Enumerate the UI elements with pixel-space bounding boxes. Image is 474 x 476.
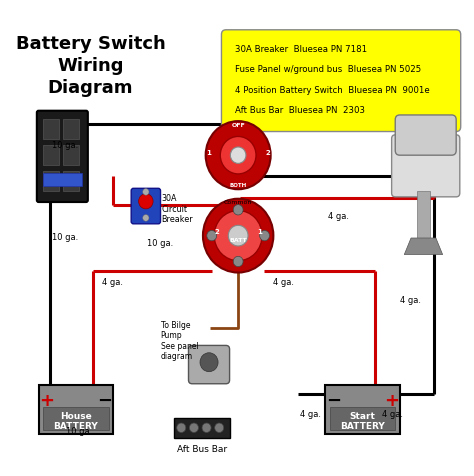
Circle shape — [228, 225, 248, 246]
Text: 10 ga.: 10 ga. — [52, 234, 78, 242]
Text: 4 ga.: 4 ga. — [382, 409, 403, 418]
FancyBboxPatch shape — [395, 115, 456, 155]
Text: 10 ga.: 10 ga. — [52, 141, 78, 150]
Text: OFF: OFF — [231, 123, 245, 128]
Circle shape — [143, 215, 149, 221]
Bar — [43, 171, 59, 191]
Text: 10 ga.: 10 ga. — [66, 426, 92, 436]
Circle shape — [200, 353, 218, 372]
Circle shape — [138, 194, 153, 209]
Text: +: + — [39, 392, 54, 410]
Text: Fuse Panel w/ground bus  Bluesea PN 5025: Fuse Panel w/ground bus Bluesea PN 5025 — [235, 65, 421, 74]
Bar — [43, 145, 59, 165]
Text: −: − — [98, 392, 112, 410]
FancyBboxPatch shape — [221, 30, 461, 131]
Bar — [64, 119, 79, 139]
Circle shape — [143, 188, 149, 195]
Bar — [43, 119, 59, 139]
Text: BATT: BATT — [229, 238, 247, 243]
Bar — [39, 385, 113, 435]
Polygon shape — [404, 238, 443, 255]
Circle shape — [206, 121, 271, 189]
Bar — [43, 407, 109, 430]
Bar — [174, 418, 230, 438]
Text: Battery Switch
Wiring
Diagram: Battery Switch Wiring Diagram — [16, 35, 165, 97]
Bar — [417, 191, 429, 238]
Bar — [64, 145, 79, 165]
Text: 10 ga.: 10 ga. — [147, 239, 173, 248]
Bar — [43, 173, 82, 186]
Circle shape — [215, 423, 224, 433]
Text: Aft Bus Bar  Bluesea PN  2303: Aft Bus Bar Bluesea PN 2303 — [235, 106, 365, 115]
Text: Aft Bus Bar: Aft Bus Bar — [177, 445, 228, 454]
Circle shape — [203, 198, 273, 273]
Text: BOTH: BOTH — [229, 183, 247, 188]
Text: 4 ga.: 4 ga. — [273, 278, 294, 287]
Text: 30A
Circuit
Breaker: 30A Circuit Breaker — [162, 194, 193, 224]
Text: +: + — [384, 392, 399, 410]
Text: 4 ga.: 4 ga. — [102, 278, 123, 287]
Circle shape — [233, 256, 243, 267]
Bar — [64, 171, 79, 191]
Text: 4 ga.: 4 ga. — [328, 212, 348, 221]
Text: 1: 1 — [206, 150, 211, 156]
Text: Start
BATTERY: Start BATTERY — [340, 412, 385, 431]
FancyBboxPatch shape — [189, 346, 229, 384]
Circle shape — [214, 210, 262, 261]
Text: House
BATTERY: House BATTERY — [54, 412, 98, 431]
Circle shape — [260, 230, 270, 241]
Circle shape — [177, 423, 186, 433]
Text: −: − — [326, 392, 341, 410]
Bar — [330, 407, 395, 430]
FancyBboxPatch shape — [392, 135, 460, 197]
FancyBboxPatch shape — [37, 111, 88, 202]
Text: 2: 2 — [266, 150, 271, 156]
FancyBboxPatch shape — [131, 188, 161, 224]
Circle shape — [233, 205, 243, 215]
Text: 30A Breaker  Bluesea PN 7181: 30A Breaker Bluesea PN 7181 — [235, 45, 367, 54]
Circle shape — [202, 423, 211, 433]
Text: To Bilge
Pump
See panel
diagram: To Bilge Pump See panel diagram — [161, 321, 198, 361]
Circle shape — [190, 423, 199, 433]
Circle shape — [230, 147, 246, 163]
Circle shape — [207, 230, 217, 241]
Text: 2: 2 — [215, 229, 219, 235]
Text: 4 ga.: 4 ga. — [400, 296, 421, 305]
Text: Common: Common — [224, 200, 252, 205]
Bar — [325, 385, 400, 435]
Text: 4 ga.: 4 ga. — [301, 409, 321, 418]
Text: 1: 1 — [257, 229, 262, 235]
Text: 4 Position Battery Switch  Bluesea PN  9001e: 4 Position Battery Switch Bluesea PN 900… — [235, 86, 430, 95]
Circle shape — [220, 137, 256, 174]
